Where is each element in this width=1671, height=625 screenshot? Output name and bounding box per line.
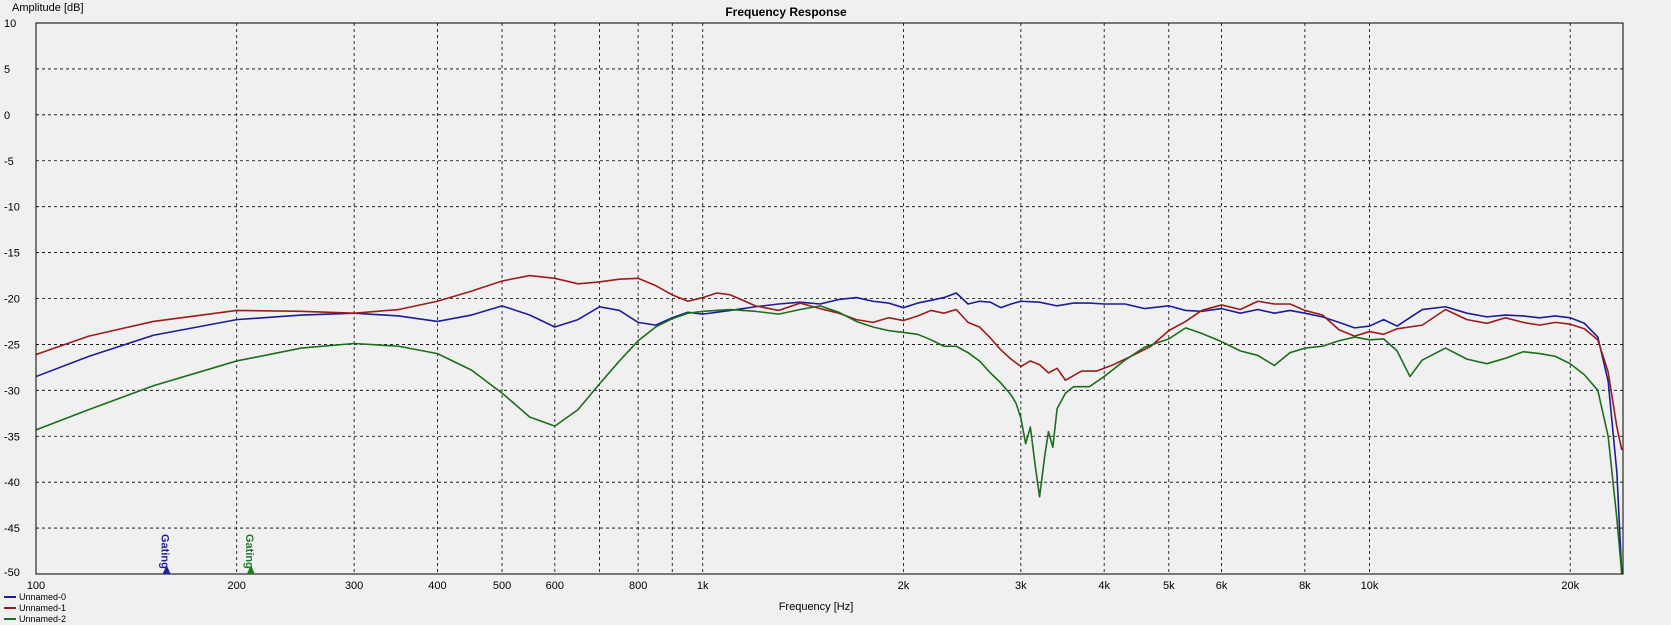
series-lines	[35, 274, 1623, 575]
gating-marker-label: Gating	[243, 534, 255, 569]
x-tick-label: 800	[629, 580, 647, 592]
gating-markers: Gating Gating	[159, 534, 255, 574]
x-tick-label: 500	[493, 580, 511, 592]
x-tick-label: 2k	[898, 580, 910, 592]
y-tick-label: -5	[4, 156, 14, 168]
x-tick-labels: 100 200 300 400 500 600 800 1k 2k 3k 4k 5k 6k 8k 10k 20…	[27, 580, 1580, 592]
x-tick-label: 8k	[1299, 580, 1311, 592]
chart-title: Frequency Response	[725, 5, 847, 19]
y-tick-label: -50	[4, 567, 20, 579]
gating-marker-icon	[246, 565, 255, 574]
x-tick-label: 20k	[1561, 580, 1579, 592]
x-tick-label: 200	[228, 580, 246, 592]
grid-lines	[35, 22, 1623, 575]
plot-frame	[35, 22, 1624, 575]
y-tick-label: -45	[4, 523, 20, 535]
x-tick-label: 1k	[697, 580, 709, 592]
x-tick-label: 3k	[1015, 580, 1027, 592]
series-line-unnamed-0	[35, 292, 1623, 575]
x-tick-label: 600	[546, 580, 564, 592]
x-tick-label: 300	[345, 580, 363, 592]
legend-entry: Unnamed-0	[19, 592, 66, 602]
legend-entry: Unnamed-1	[19, 603, 66, 613]
y-tick-label: 10	[4, 18, 16, 30]
x-tick-label: 10k	[1361, 580, 1379, 592]
x-tick-label: 4k	[1098, 580, 1110, 592]
y-tick-label: -10	[4, 202, 20, 214]
y-tick-label: -30	[4, 385, 20, 397]
x-tick-label: 6k	[1216, 580, 1228, 592]
y-tick-label: -40	[4, 477, 20, 489]
series-line-unnamed-1	[35, 274, 1623, 451]
y-tick-label: -25	[4, 339, 20, 351]
x-axis-label: Frequency [Hz]	[779, 601, 854, 613]
y-tick-label: 5	[4, 64, 10, 76]
x-tick-label: 5k	[1163, 580, 1175, 592]
y-tick-label: 0	[4, 110, 10, 122]
gating-marker-icon	[162, 565, 171, 574]
legend-entry: Unnamed-2	[19, 614, 66, 624]
x-tick-label: 100	[27, 580, 45, 592]
gating-marker-label: Gating	[159, 534, 171, 569]
x-tick-label: 400	[428, 580, 446, 592]
series-line-unnamed-2	[35, 305, 1623, 575]
y-tick-label: -15	[4, 248, 20, 260]
y-tick-label: -35	[4, 431, 20, 443]
y-axis-label: Amplitude [dB]	[12, 2, 84, 14]
y-tick-labels: 10 5 0 -5 -10 -15 -20 -25 -30 -35 -40 -45 -50	[4, 18, 20, 579]
y-tick-label: -20	[4, 294, 20, 306]
